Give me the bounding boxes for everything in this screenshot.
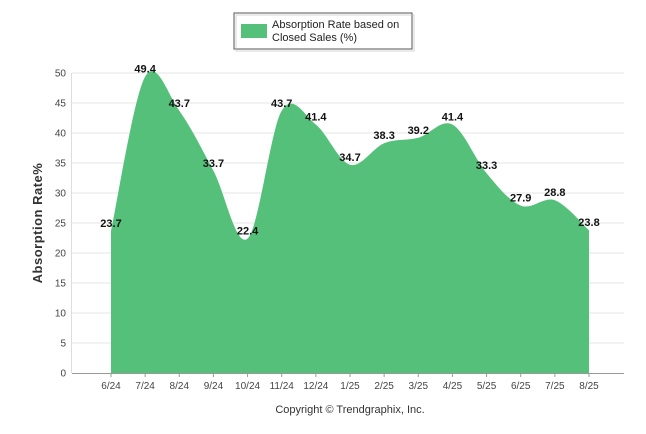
legend[interactable]: Absorption Rate based on Closed Sales (%…: [233, 12, 415, 52]
y-tick-label-45: 45: [55, 99, 67, 110]
data-label-7: 34.7: [339, 152, 360, 164]
x-tick-label-7-25: 7/25: [545, 381, 565, 392]
copyright-footer: Copyright © Trendgraphix, Inc.: [275, 404, 424, 416]
y-tick-label-35: 35: [55, 159, 67, 170]
data-label-3: 33.7: [203, 158, 224, 170]
x-tick-label-3-25: 3/25: [409, 381, 429, 392]
y-tick-label-5: 5: [60, 339, 66, 350]
y-tick-label-10: 10: [55, 309, 67, 320]
x-tick-label-6-24: 6/24: [101, 381, 121, 392]
series-area: [111, 70, 589, 373]
x-tick-label-8-25: 8/25: [579, 381, 599, 392]
x-tick-label-2-25: 2/25: [374, 381, 394, 392]
x-tick-label-6-25: 6/25: [511, 381, 531, 392]
data-label-4: 22.4: [237, 226, 259, 238]
y-tick-label-40: 40: [55, 129, 67, 140]
data-label-9: 39.2: [408, 125, 429, 137]
data-label-0: 23.7: [100, 218, 121, 230]
data-label-10: 41.4: [442, 112, 464, 124]
x-tick-label-5-25: 5/25: [477, 381, 497, 392]
y-tick-label-25: 25: [55, 219, 67, 230]
legend-label-line1: Absorption Rate based on: [272, 19, 399, 31]
data-label-6: 41.4: [305, 112, 327, 124]
data-label-1: 49.4: [134, 64, 156, 76]
x-tick-label-12-24: 12/24: [303, 381, 328, 392]
y-tick-label-30: 30: [55, 189, 67, 200]
axis-layer: 0 5 10 15 20 25 30 35 40 45 50 6/24 7/24 8/24 9/24 10/2…: [55, 69, 624, 392]
x-tick-label-7-24: 7/24: [135, 381, 155, 392]
data-label-13: 28.8: [544, 187, 565, 199]
data-label-5: 43.7: [271, 98, 292, 110]
x-tick-label-9-24: 9/24: [204, 381, 224, 392]
legend-label-line2: Closed Sales (%): [272, 32, 357, 44]
data-label-14: 23.8: [578, 217, 599, 229]
y-tick-label-0: 0: [60, 369, 66, 380]
legend-swatch: [241, 24, 267, 38]
y-axis-label: Absorption Rate%: [30, 163, 45, 284]
legend-shadow: [235, 14, 415, 52]
x-tick-label-1-25: 1/25: [340, 381, 360, 392]
data-label-11: 33.3: [476, 160, 497, 172]
data-label-layer: 23.7 49.4 43.7 33.7 22.4 43.7 41.4 34.7 38.3 39.2…: [100, 64, 599, 238]
y-tick-label-15: 15: [55, 279, 67, 290]
x-tick-label-11-24: 11/24: [270, 381, 295, 392]
x-tick-label-10-24: 10/24: [235, 381, 260, 392]
y-tick-label-50: 50: [55, 69, 67, 80]
data-label-2: 43.7: [169, 98, 190, 110]
area-layer: [111, 70, 589, 373]
y-tick-label-20: 20: [55, 249, 67, 260]
data-label-8: 38.3: [373, 130, 394, 142]
x-tick-label-4-25: 4/25: [443, 381, 463, 392]
data-label-12: 27.9: [510, 193, 531, 205]
x-tick-label-8-24: 8/24: [170, 381, 190, 392]
